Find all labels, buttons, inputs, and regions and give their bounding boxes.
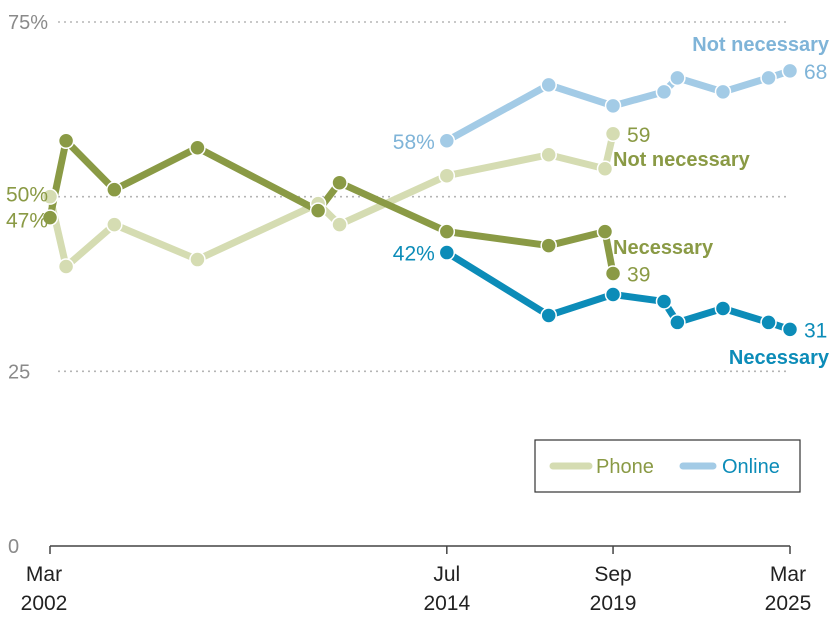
y-tick-label-75: 75%	[8, 12, 48, 34]
point-phone-necessary-2002-09	[57, 132, 75, 150]
point-phone-necessary-2019-06	[596, 223, 614, 240]
value-label-phone-not-necessary-2019-09: 59	[627, 124, 650, 147]
x-tick-year-2019-09: 2019	[590, 592, 637, 615]
line-phone-necessary	[46, 137, 617, 278]
point-online-not-necessary-2021-04	[655, 83, 673, 101]
point-online-necessary-2025-03	[781, 321, 799, 338]
series-lines	[46, 67, 794, 333]
y-axis-ticks: 75% 25 0	[8, 12, 48, 558]
point-online-not-necessary-2017-09	[540, 76, 557, 94]
point-phone-necessary-2017-09	[540, 237, 557, 254]
legend-label-phone: Phone	[596, 456, 654, 478]
point-phone-necessary-2002-03	[41, 209, 59, 226]
point-phone-necessary-2019-09	[604, 265, 622, 282]
line-phone-not-necessary	[46, 130, 617, 271]
point-online-necessary-2019-09	[604, 286, 622, 303]
point-online-necessary-2021-04	[655, 293, 673, 310]
series-name-phone-not-necessary: Not necessary	[613, 149, 751, 171]
point-online-not-necessary-2021-09	[669, 69, 686, 87]
point-phone-necessary-2004-03	[106, 181, 123, 198]
gridlines	[50, 21, 790, 547]
point-phone-necessary-2006-10	[189, 139, 206, 157]
point-online-not-necessary-2019-09	[604, 97, 622, 115]
legend-label-online: Online	[722, 456, 780, 478]
y-tick-label-0: 0	[8, 536, 19, 558]
x-tick-year-2014-07: 2014	[423, 592, 470, 615]
point-online-not-necessary-2023-02	[714, 83, 732, 101]
point-online-necessary-2021-09	[669, 314, 686, 331]
point-phone-not-necessary-2011-03	[331, 216, 348, 233]
point-phone-not-necessary-2004-03	[106, 216, 123, 233]
x-tick-year-2025-03: 2025	[765, 592, 812, 615]
x-axis: Mar 2002 Jul 2014 Sep 2019 Mar 2025	[21, 546, 812, 615]
legend: Phone Online	[534, 439, 801, 493]
point-online-necessary-2024-07	[760, 314, 777, 331]
point-phone-not-necessary-2019-06	[596, 160, 614, 177]
point-phone-not-necessary-2014-07	[438, 167, 456, 184]
x-tick-month-2014-07: Jul	[433, 563, 460, 586]
value-label-online-not-necessary-2014-07: 58%	[393, 131, 435, 154]
point-online-necessary-2017-09	[540, 307, 557, 324]
point-phone-not-necessary-2017-09	[540, 146, 557, 163]
point-online-not-necessary-2014-07	[438, 132, 456, 150]
point-phone-not-necessary-2002-09	[57, 258, 75, 275]
value-label-phone-necessary-2019-09: 39	[627, 264, 650, 287]
point-phone-necessary-2010-07	[309, 202, 327, 219]
point-online-not-necessary-2025-03	[781, 62, 799, 80]
x-tick-year-2002-03: 2002	[21, 592, 68, 615]
x-tick-month-2002-03: Mar	[26, 563, 62, 586]
x-tick-month-2025-03: Mar	[770, 563, 806, 586]
value-label-phone-not-necessary-2002-03: 50%	[6, 184, 48, 207]
value-label-phone-necessary-2002-03: 47%	[6, 210, 48, 233]
point-online-necessary-2014-07	[438, 244, 456, 261]
series-points	[41, 62, 799, 338]
point-phone-not-necessary-2002-03	[41, 188, 59, 205]
series-name-online-necessary: Necessary	[729, 347, 830, 369]
series-name-phone-necessary: Necessary	[613, 237, 714, 259]
point-online-necessary-2023-02	[714, 300, 732, 317]
point-online-not-necessary-2024-07	[760, 69, 777, 87]
y-tick-label-25: 25	[8, 361, 30, 383]
point-phone-necessary-2011-03	[331, 174, 348, 191]
value-label-online-necessary-2025-03: 31	[804, 319, 827, 342]
point-phone-necessary-2014-07	[438, 223, 456, 240]
series-name-online-not-necessary: Not necessary	[692, 34, 830, 56]
x-tick-month-2019-09: Sep	[594, 563, 631, 586]
point-phone-not-necessary-2006-10	[189, 251, 206, 268]
value-label-online-necessary-2014-07: 42%	[393, 243, 435, 266]
value-label-online-not-necessary-2025-03: 68	[804, 61, 827, 84]
point-phone-not-necessary-2019-09	[604, 125, 622, 143]
